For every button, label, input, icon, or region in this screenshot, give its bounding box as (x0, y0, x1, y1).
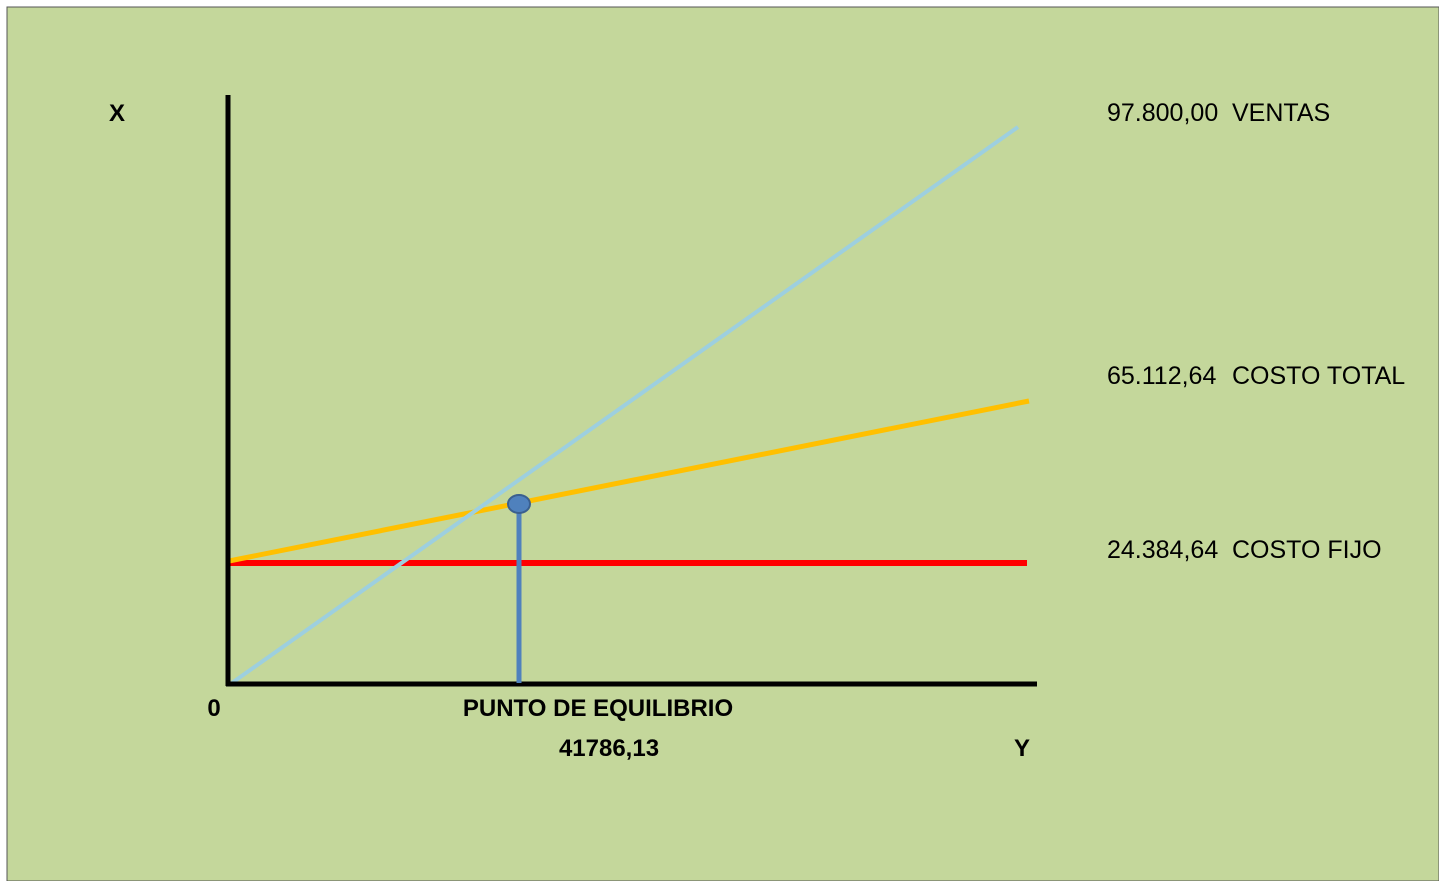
break-even-point (507, 494, 531, 514)
x-axis-label: Y (1014, 735, 1030, 762)
series-line-costo-total (228, 398, 1030, 564)
series-name-ventas: VENTAS (1232, 99, 1330, 127)
series-name-costo-total: COSTO TOTAL (1232, 362, 1405, 390)
origin-label: 0 (207, 695, 220, 722)
series-name-costo-fijo: COSTO FIJO (1232, 536, 1382, 564)
break-even-label: PUNTO DE EQUILIBRIO (463, 695, 733, 722)
y-axis-label: X (109, 100, 125, 127)
series-value-ventas: 97.800,00 (1107, 99, 1218, 127)
series-line-ventas (227, 125, 1020, 687)
chart-background (6, 6, 1439, 882)
series-value-costo-fijo: 24.384,64 (1107, 536, 1218, 564)
break-even-value: 41786,13 (559, 735, 659, 762)
series-value-costo-total: 65.112,64 (1107, 362, 1216, 390)
